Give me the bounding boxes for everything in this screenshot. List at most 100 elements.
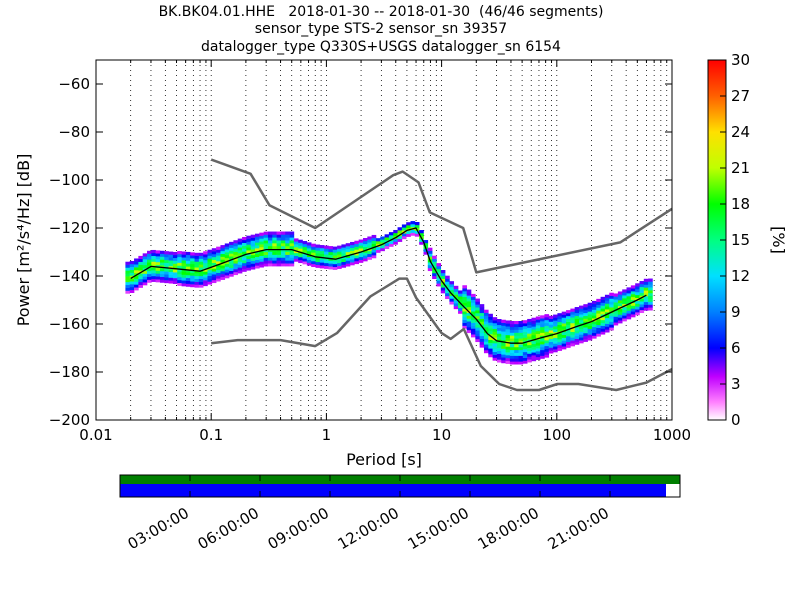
pdf-cell — [622, 309, 627, 313]
pdf-cell — [604, 297, 610, 301]
pdf-cell — [328, 266, 334, 270]
pdf-cell — [540, 355, 545, 359]
pdf-cell — [358, 248, 364, 252]
pdf-cell — [203, 254, 208, 258]
pdf-cell — [311, 260, 316, 265]
pdf-cell — [639, 306, 645, 311]
pdf-cell — [626, 307, 632, 311]
pdf-cell — [194, 258, 200, 262]
pdf-cell — [147, 270, 152, 275]
pdf-cell — [272, 234, 277, 238]
pdf-cell — [587, 322, 593, 327]
pdf-cell — [129, 286, 135, 291]
pdf-cell — [518, 338, 524, 342]
pdf-cell — [401, 235, 407, 240]
pdf-cell — [280, 243, 286, 247]
pdf-cell — [488, 354, 493, 358]
pdf-cell — [190, 263, 195, 268]
pdf-cell — [345, 248, 351, 253]
pdf-cell — [380, 247, 385, 252]
pdf-cell — [488, 345, 493, 349]
pdf-cell — [263, 257, 269, 261]
pdf-cell — [544, 325, 550, 329]
pdf-cell — [527, 318, 532, 323]
pdf-cell — [531, 323, 537, 327]
pdf-cell — [570, 317, 575, 321]
pdf-cell — [134, 278, 139, 282]
pdf-cell — [471, 331, 476, 335]
pdf-cell — [363, 255, 368, 259]
pdf-cell — [332, 249, 338, 253]
pdf-cell — [617, 297, 623, 301]
pdf-cell — [185, 257, 191, 261]
pdf-cell — [496, 336, 502, 340]
pdf-cell — [496, 319, 502, 323]
pdf-cell — [164, 277, 169, 281]
pdf-cell — [643, 301, 649, 305]
pdf-cell — [535, 328, 541, 332]
pdf-cell — [220, 247, 226, 252]
pdf-cell — [233, 248, 239, 253]
pdf-cell — [453, 288, 459, 292]
pdf-cell — [518, 332, 524, 336]
pdf-cell — [125, 267, 131, 271]
pdf-cell — [613, 322, 619, 326]
pdf-cell — [159, 259, 165, 263]
pdf-cell — [540, 321, 545, 325]
pdf-cell — [224, 243, 230, 247]
pdf-cell — [259, 258, 264, 262]
pdf-cell — [242, 236, 247, 241]
pdf-cell — [229, 250, 234, 254]
pdf-cell — [138, 264, 143, 268]
pdf-cell — [159, 276, 165, 280]
pdf-cell — [190, 266, 195, 270]
pdf-cell — [509, 358, 515, 362]
pdf-cell — [190, 275, 195, 279]
pdf-cell — [566, 341, 571, 345]
pdf-cell — [557, 327, 563, 331]
pdf-cell — [479, 309, 485, 314]
pdf-cell — [410, 229, 416, 233]
pdf-cell — [185, 251, 191, 256]
pdf-cell — [272, 243, 277, 247]
pdf-cell — [410, 223, 416, 228]
pdf-cell — [518, 355, 524, 359]
pdf-cell — [505, 357, 511, 362]
time-tick-label: 15:00:00 — [405, 504, 472, 553]
pdf-cell — [583, 318, 588, 322]
pdf-cell — [233, 245, 239, 250]
pdf-cell — [492, 334, 498, 338]
pdf-cell — [432, 275, 437, 280]
pdf-cell — [220, 268, 226, 272]
time-tick-label: 09:00:00 — [265, 504, 332, 553]
pdf-cell — [548, 350, 554, 354]
pdf-cell — [220, 245, 226, 249]
pdf-cell — [591, 303, 597, 307]
pdf-cell — [181, 265, 187, 270]
pdf-cell — [579, 319, 584, 324]
pdf-cell — [263, 254, 269, 258]
pdf-cell — [125, 264, 131, 268]
pdf-cell — [147, 259, 152, 263]
pdf-cell — [583, 315, 588, 319]
pdf-cell — [635, 312, 640, 316]
pdf-cell — [613, 316, 619, 320]
pdf-cell — [246, 267, 251, 271]
pdf-cell — [570, 343, 575, 347]
pdf-cell — [617, 314, 623, 318]
pdf-cell — [250, 254, 256, 259]
pdf-cell — [237, 264, 243, 268]
pdf-cell — [548, 318, 554, 322]
pdf-cell — [151, 267, 156, 271]
colorbar-tick-label: 30 — [731, 51, 750, 69]
pdf-cell — [604, 320, 610, 324]
high-noise-model-line — [210, 158, 673, 274]
pdf-cell — [583, 309, 588, 314]
pdf-cell — [125, 261, 131, 265]
pdf-cell — [643, 298, 649, 303]
pdf-cell — [371, 252, 377, 256]
pdf-cell — [280, 254, 286, 258]
pdf-cell — [579, 311, 584, 315]
pdf-cell — [458, 307, 463, 311]
pdf-cell — [164, 271, 169, 275]
